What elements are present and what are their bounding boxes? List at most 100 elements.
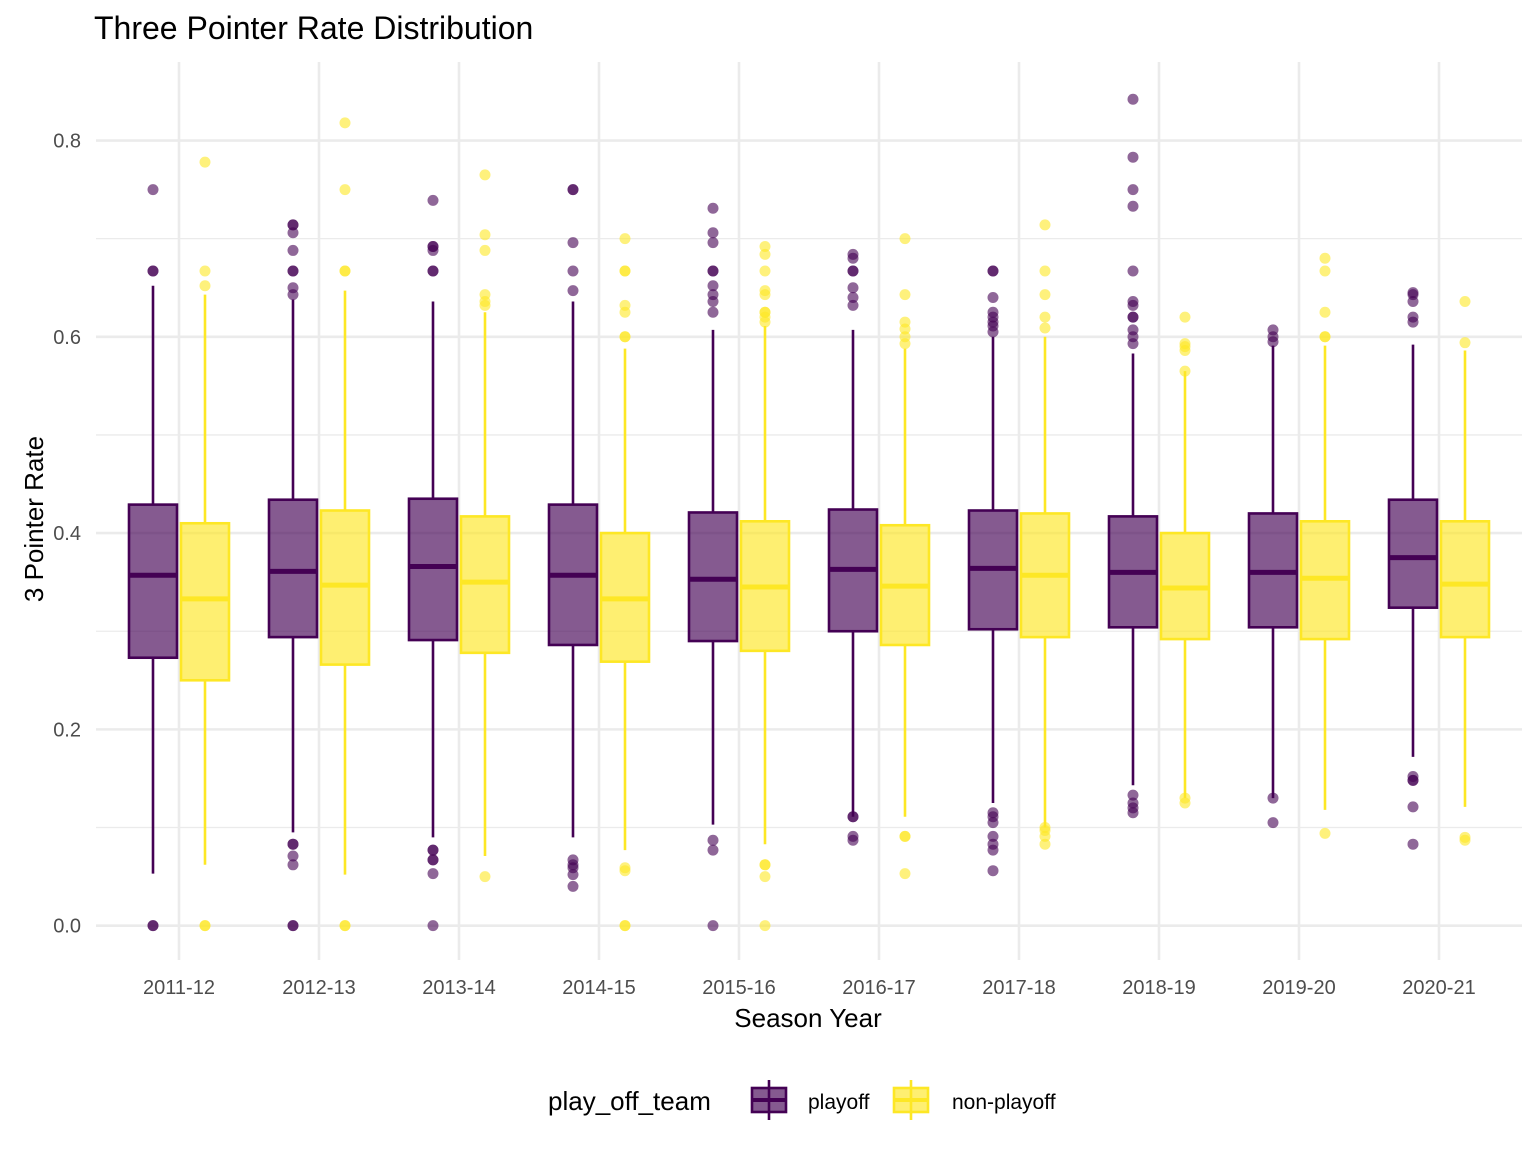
- box-playoff-2012-13: [267, 219, 319, 932]
- outlier-point: [1039, 219, 1051, 231]
- box-non-playoff-2014-15: [599, 233, 651, 932]
- box-non-playoff-2017-18: [1019, 219, 1071, 850]
- outlier-point: [707, 920, 719, 932]
- outlier-point: [479, 244, 491, 256]
- outlier-point: [287, 282, 299, 294]
- outlier-point: [847, 830, 859, 842]
- outlier-point: [759, 285, 771, 297]
- outlier-point: [899, 868, 911, 880]
- outlier-point: [619, 331, 631, 343]
- grid-layer: [96, 62, 1522, 960]
- outlier-point: [1127, 789, 1139, 801]
- outlier-point: [1127, 184, 1139, 196]
- box-iqr: [407, 497, 459, 642]
- box-non-playoff-2018-19: [1159, 311, 1211, 809]
- outlier-point: [339, 265, 351, 277]
- legend-label: playoff: [808, 1091, 870, 1114]
- outlier-point: [707, 237, 719, 249]
- outlier-point: [847, 811, 859, 823]
- outlier-point: [707, 227, 719, 239]
- outlier-point: [287, 838, 299, 850]
- outlier-point: [707, 265, 719, 277]
- outlier-point: [707, 289, 719, 301]
- outlier-point: [199, 265, 211, 277]
- outlier-point: [899, 316, 911, 328]
- outlier-point: [1179, 365, 1191, 377]
- outlier-point: [147, 184, 159, 196]
- box-playoff-2020-21: [1387, 287, 1439, 850]
- outlier-point: [1127, 797, 1139, 809]
- outlier-point: [987, 292, 999, 304]
- x-tick-label: 2014-15: [562, 977, 635, 999]
- outlier-point: [847, 248, 859, 260]
- outlier-point: [1127, 151, 1139, 163]
- outlier-point: [199, 920, 211, 932]
- outlier-point: [759, 920, 771, 932]
- outlier-point: [567, 237, 579, 249]
- x-tick-label: 2016-17: [842, 977, 915, 999]
- outlier-point: [479, 229, 491, 241]
- outlier-point: [1319, 331, 1331, 343]
- outlier-point: [759, 241, 771, 253]
- legend-label: non-playoff: [952, 1091, 1056, 1114]
- y-tick-label: 0.8: [53, 131, 81, 153]
- x-tick-label: 2019-20: [1262, 977, 1335, 999]
- outlier-point: [987, 865, 999, 877]
- outlier-point: [1407, 287, 1419, 299]
- outlier-point: [1179, 792, 1191, 804]
- y-tick-label: 0.4: [53, 523, 81, 545]
- outlier-point: [427, 265, 439, 277]
- legend: play_off_team playoff non-playoff: [548, 1080, 1056, 1120]
- outlier-point: [1039, 322, 1051, 334]
- outlier-point: [847, 282, 859, 294]
- outlier-point: [707, 844, 719, 856]
- outlier-point: [847, 265, 859, 277]
- outlier-point: [847, 299, 859, 311]
- outlier-point: [287, 219, 299, 231]
- outlier-point: [287, 244, 299, 256]
- outlier-point: [987, 306, 999, 318]
- box-iqr: [267, 498, 319, 639]
- box-playoff-2019-20: [1247, 324, 1299, 829]
- chart-title: Three Pointer Rate Distribution: [94, 10, 533, 46]
- outlier-point: [1459, 337, 1471, 349]
- box-playoff-2013-14: [407, 194, 459, 932]
- box-non-playoff-2012-13: [319, 117, 371, 932]
- outlier-point: [287, 859, 299, 871]
- outlier-point: [759, 306, 771, 318]
- outlier-point: [479, 871, 491, 883]
- y-tick-label: 0.2: [53, 719, 81, 741]
- outlier-point: [1127, 265, 1139, 277]
- legend-title: play_off_team: [548, 1086, 711, 1116]
- axis-layer: 0.0 0.2 0.4 0.6 0.8 2011-12 2012-13 2013-14 2014…: [53, 131, 1476, 999]
- outlier-point: [427, 194, 439, 206]
- box-iqr: [1387, 498, 1439, 609]
- outlier-point: [567, 880, 579, 892]
- outlier-point: [619, 862, 631, 874]
- plot-layer: [127, 93, 1491, 932]
- y-axis-title: 3 Pointer Rate: [19, 436, 49, 602]
- outlier-point: [427, 854, 439, 866]
- outlier-point: [1127, 295, 1139, 307]
- x-tick-label: 2020-21: [1402, 977, 1475, 999]
- outlier-point: [899, 289, 911, 301]
- box-iqr: [179, 521, 231, 682]
- outlier-point: [759, 248, 771, 260]
- box-non-playoff-2015-16: [739, 241, 791, 932]
- outlier-point: [987, 838, 999, 850]
- outlier-point: [707, 834, 719, 846]
- outlier-point: [707, 280, 719, 292]
- box-iqr: [1439, 520, 1491, 639]
- outlier-point: [287, 850, 299, 862]
- outlier-point: [1267, 817, 1279, 829]
- outlier-point: [479, 169, 491, 181]
- outlier-point: [987, 830, 999, 842]
- outlier-point: [1407, 770, 1419, 782]
- outlier-point: [1039, 289, 1051, 301]
- outlier-point: [1407, 838, 1419, 850]
- box-non-playoff-2020-21: [1439, 295, 1491, 846]
- box-playoff-2018-19: [1107, 93, 1159, 819]
- outlier-point: [759, 871, 771, 883]
- x-axis-title: Season Year: [734, 1003, 882, 1033]
- box-playoff-2016-17: [827, 248, 879, 846]
